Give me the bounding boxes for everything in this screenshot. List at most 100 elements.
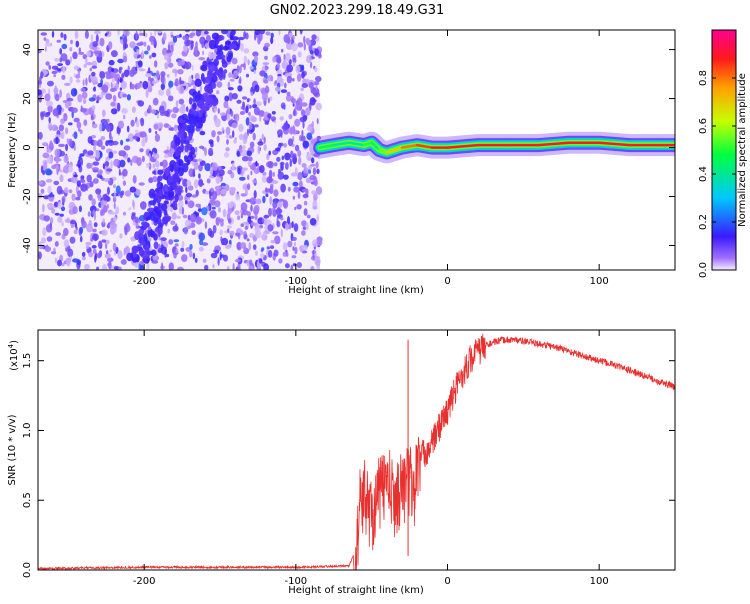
noise-speckle-blob	[146, 45, 151, 52]
drift-streak-blob	[158, 175, 163, 182]
noise-speckle-blob	[252, 244, 257, 251]
noise-speckle-blob	[68, 101, 72, 107]
noise-speckle-blob	[109, 221, 117, 229]
noise-speckle-blob	[252, 179, 257, 184]
drift-streak-blob	[153, 205, 159, 214]
noise-speckle-blob	[38, 193, 43, 199]
noise-speckle-blob	[164, 53, 170, 61]
noise-speckle-blob	[237, 167, 241, 175]
noise-speckle-blob	[216, 90, 220, 95]
noise-speckle-blob	[306, 55, 312, 64]
noise-speckle-blob	[280, 183, 286, 193]
noise-speckle-blob	[136, 42, 143, 46]
noise-speckle-blob	[254, 84, 260, 93]
noise-speckle-blob	[232, 130, 235, 138]
noise-speckle-blob	[313, 193, 318, 201]
noise-speckle-blob	[118, 68, 122, 74]
noise-speckle-blob	[173, 124, 178, 132]
noise-speckle-blob	[106, 224, 111, 229]
drift-streak-blob	[148, 188, 156, 199]
noise-speckle-blob	[38, 80, 42, 85]
noise-speckle-blob	[276, 156, 281, 162]
noise-speckle-blob	[108, 59, 115, 66]
noise-speckle-blob	[217, 131, 223, 135]
noise-speckle-blob	[280, 89, 288, 93]
noise-speckle-blob	[286, 75, 293, 84]
snr-panel: -200 -100 0 100 0.0 0.5 1.0 1.5 Height of strai…	[7, 329, 676, 596]
noise-speckle-blob	[263, 136, 266, 144]
noise-speckle-blob	[306, 132, 313, 140]
noise-speckle-blob	[75, 79, 81, 83]
noise-speckle-blob	[246, 150, 252, 156]
noise-speckle-blob	[195, 216, 202, 225]
noise-speckle-blob	[151, 109, 157, 114]
noise-speckle-blob	[57, 68, 61, 72]
noise-speckle-blob	[57, 216, 63, 223]
noise-speckle-blob	[239, 76, 242, 85]
noise-speckle-blob	[56, 185, 63, 195]
noise-speckle-blob	[315, 102, 323, 111]
noise-speckle-blob	[60, 32, 64, 38]
snr-xlabel: Height of straight line (km)	[288, 585, 424, 596]
noise-speckle-blob	[262, 62, 270, 66]
drift-streak-blob	[142, 223, 148, 230]
signal-trace-core	[347, 141, 366, 147]
snr-point	[416, 457, 418, 459]
noise-speckle-blob	[58, 143, 66, 148]
noise-speckle-blob	[64, 127, 69, 135]
noise-speckle-blob	[54, 257, 58, 264]
noise-speckle-blob	[175, 100, 179, 108]
noise-speckle-blob	[135, 120, 140, 128]
noise-speckle-blob	[77, 159, 82, 169]
noise-speckle-blob	[78, 128, 81, 132]
noise-speckle-blob	[214, 200, 221, 208]
noise-speckle-blob	[143, 41, 147, 47]
snr-point	[348, 565, 350, 567]
noise-speckle-blob	[263, 144, 267, 151]
noise-speckle-blob	[158, 89, 165, 96]
signal-trace-core	[537, 141, 571, 147]
noise-speckle-blob	[238, 133, 244, 141]
noise-speckle-blob	[270, 32, 274, 39]
noise-speckle-blob	[135, 66, 138, 71]
noise-speckle-blob	[311, 120, 314, 130]
noise-speckle-blob	[286, 252, 289, 257]
noise-speckle-blob	[121, 108, 128, 114]
noise-speckle-blob	[270, 116, 277, 122]
noise-speckle-blob	[160, 246, 167, 255]
spectrogram-ytick-label: 40	[22, 43, 33, 56]
noise-speckle-blob	[74, 30, 79, 40]
noise-speckle-blob	[179, 80, 185, 85]
noise-speckle-blob	[231, 73, 238, 79]
noise-speckle-blob	[228, 72, 232, 78]
noise-speckle-blob	[229, 230, 235, 236]
snr-point	[378, 485, 380, 487]
noise-speckle-blob	[51, 30, 55, 38]
noise-speckle-blob	[159, 161, 163, 167]
noise-speckle-blob	[301, 163, 307, 168]
noise-speckle-blob	[112, 78, 115, 83]
noise-speckle-blob	[93, 50, 101, 55]
noise-speckle-blob	[306, 214, 311, 219]
spectrogram-content	[38, 30, 675, 270]
drift-streak-blob	[195, 116, 203, 123]
noise-speckle-blob	[167, 44, 171, 51]
noise-speckle-blob	[240, 213, 244, 219]
noise-speckle-blob	[243, 31, 247, 40]
noise-speckle-blob	[300, 135, 306, 142]
noise-speckle-blob	[115, 185, 121, 194]
noise-speckle-blob	[315, 76, 322, 82]
noise-speckle-blob	[293, 109, 296, 117]
noise-speckle-blob	[297, 51, 302, 58]
noise-speckle-blob	[45, 178, 53, 183]
noise-speckle-blob	[206, 178, 211, 184]
noise-speckle-blob	[253, 106, 260, 116]
noise-speckle-blob	[186, 179, 191, 187]
drift-streak-blob	[174, 137, 181, 147]
noise-speckle-blob	[135, 129, 138, 133]
noise-speckle-blob	[145, 89, 149, 98]
noise-speckle-blob	[284, 52, 291, 62]
noise-speckle-blob	[112, 150, 117, 154]
noise-speckle-blob	[90, 135, 97, 139]
drift-streak-blob	[153, 241, 159, 250]
